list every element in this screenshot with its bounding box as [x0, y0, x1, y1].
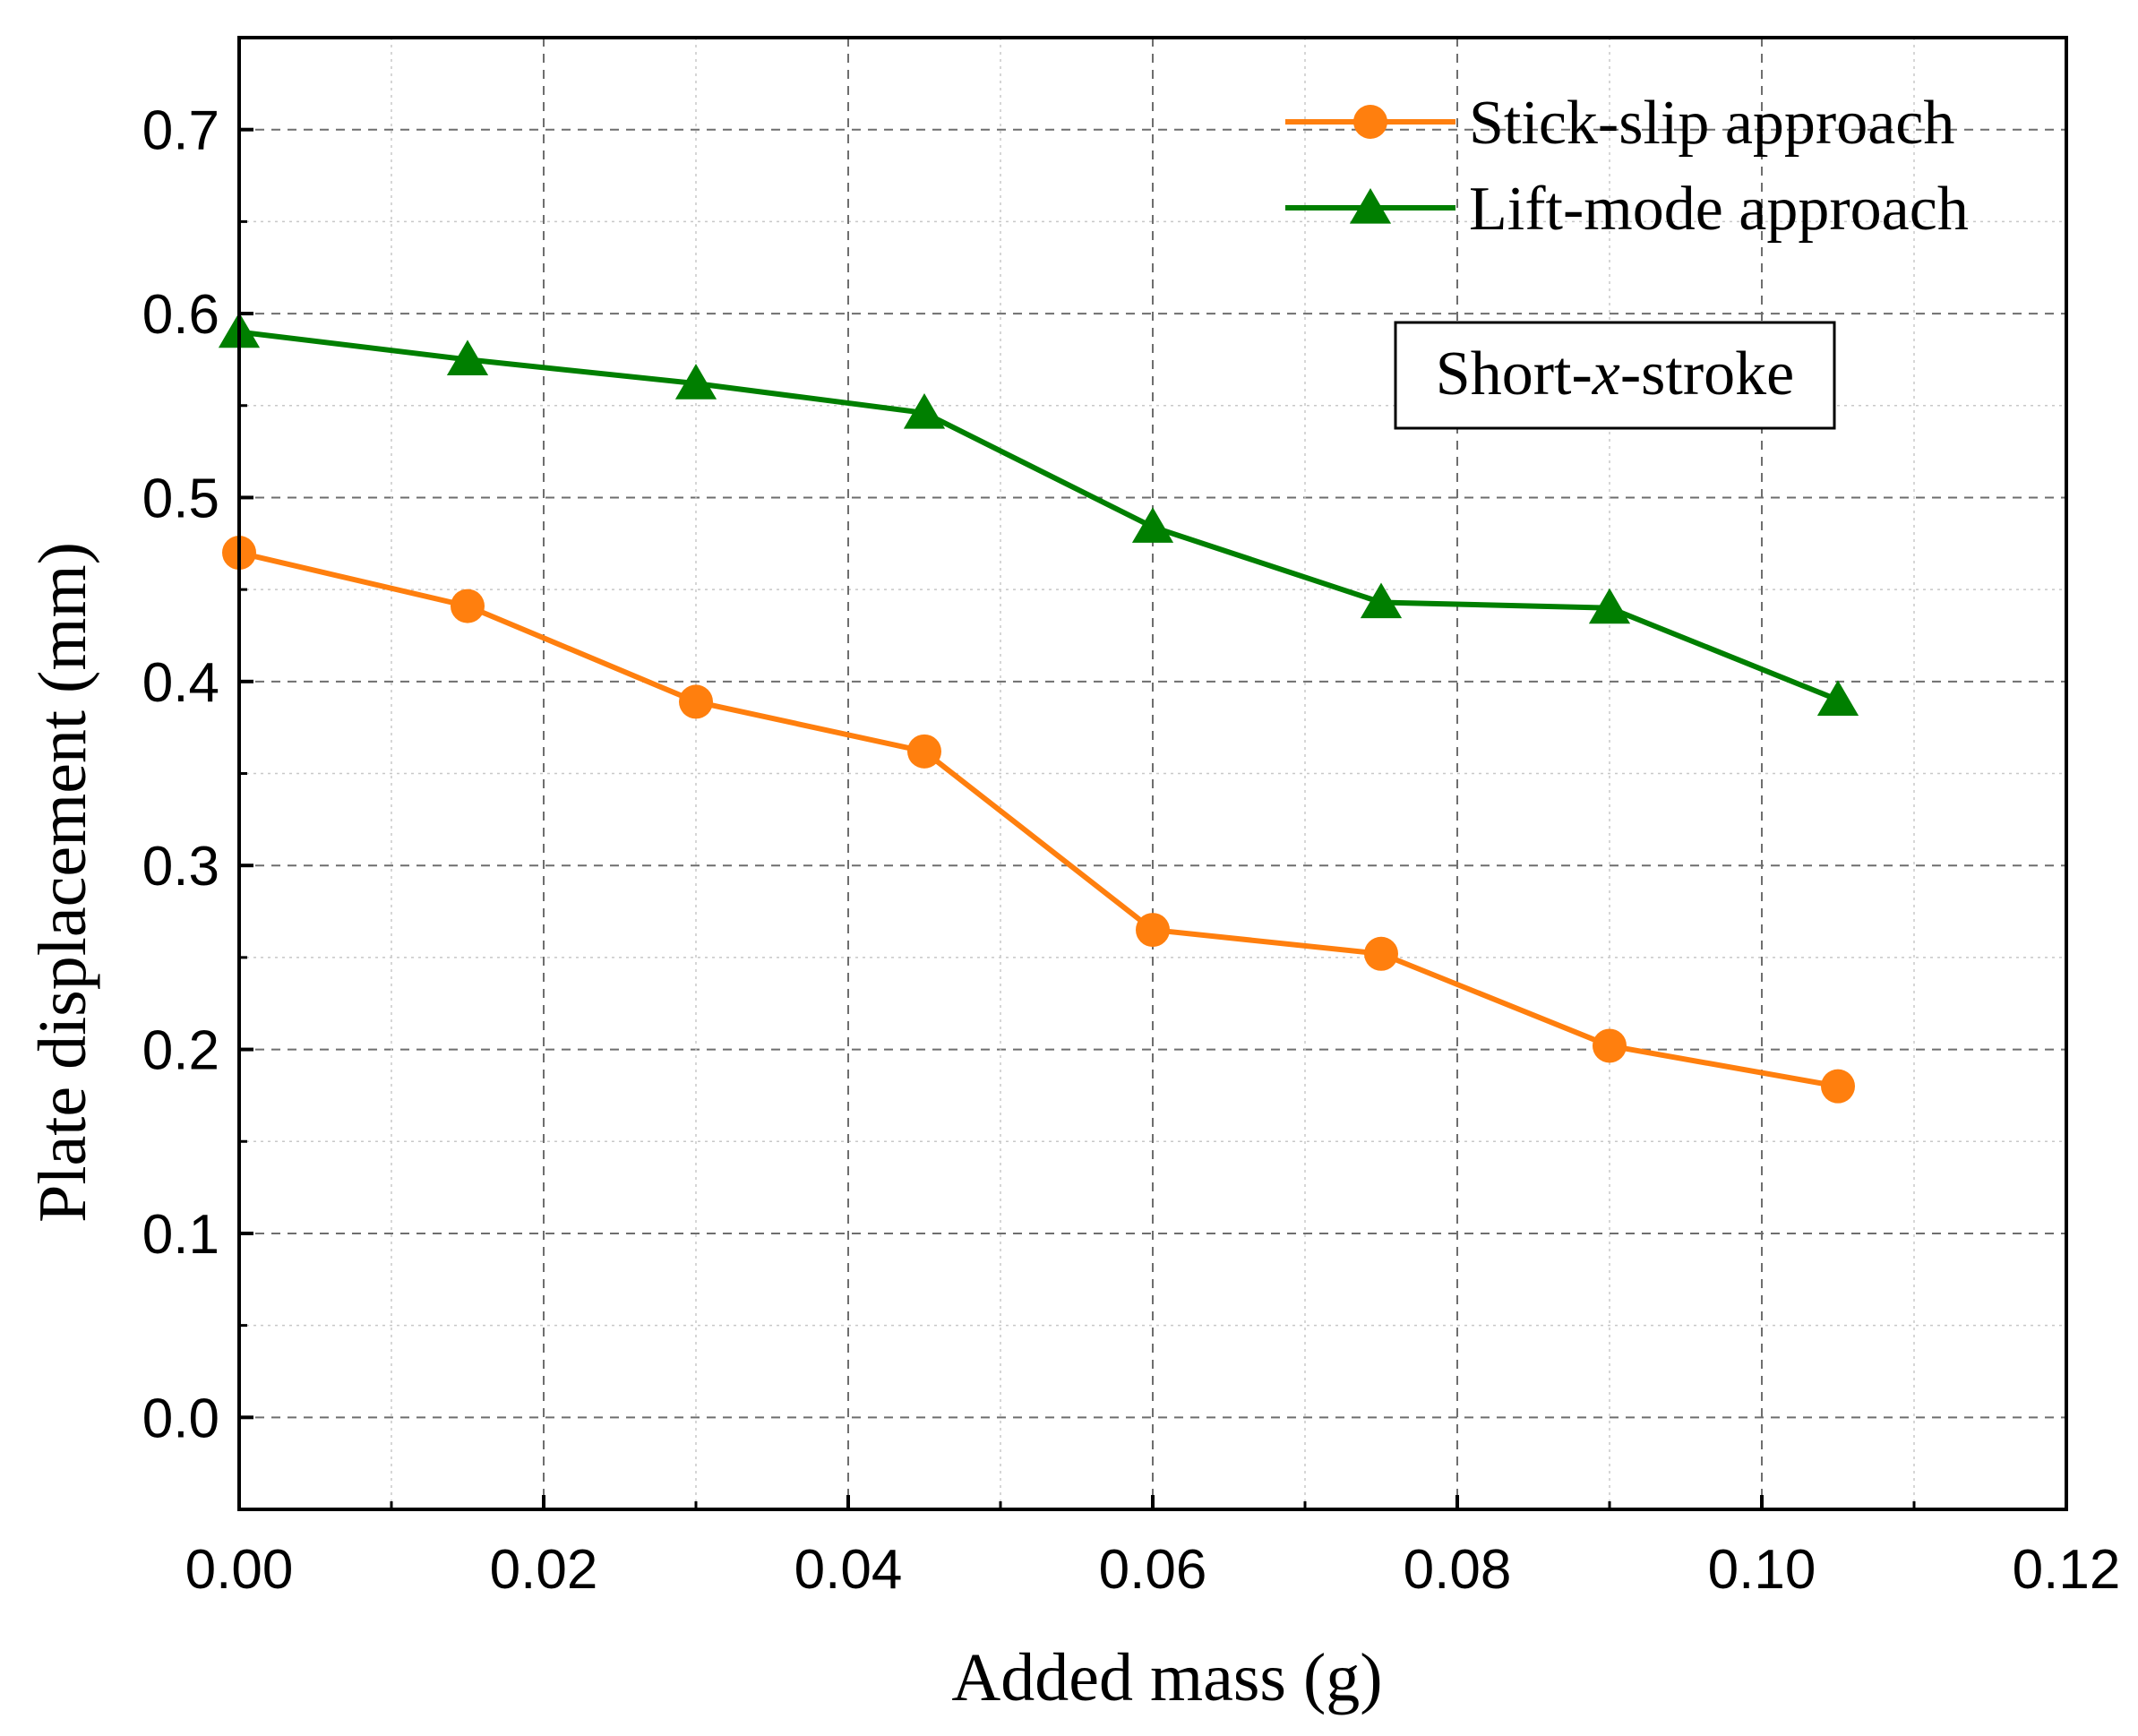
data-point-lift-mode	[1131, 507, 1174, 543]
x-tick-label: 0.10	[1708, 1539, 1816, 1601]
x-tick-label: 0.02	[490, 1539, 598, 1601]
data-point-lift-mode	[1588, 588, 1631, 624]
y-axis-title: Plate displacement (mm)	[25, 542, 100, 1223]
data-point-stick-slip	[679, 684, 713, 719]
y-tick-label: 0.1	[142, 1204, 219, 1266]
y-tick-label: 0.0	[142, 1388, 219, 1449]
annotation-box: Short-x-stroke	[1394, 321, 1836, 430]
data-point-stick-slip	[451, 589, 485, 623]
annotation-italic: x	[1592, 339, 1620, 408]
annotation-prefix: Short-	[1436, 339, 1593, 408]
data-point-lift-mode	[674, 364, 717, 400]
series-line-stick-slip	[238, 550, 1839, 1089]
legend-label-lift-mode: Lift-mode approach	[1469, 175, 1969, 244]
series-line-lift-mode	[238, 329, 1840, 703]
data-point-stick-slip	[1593, 1028, 1627, 1063]
data-point-lift-mode	[1816, 680, 1859, 716]
annotation-suffix: -stroke	[1620, 339, 1794, 408]
data-point-lift-mode	[446, 339, 489, 376]
x-tick-label: 0.12	[2013, 1539, 2121, 1601]
y-tick-label: 0.3	[142, 836, 219, 898]
y-tick-label: 0.7	[142, 100, 219, 162]
y-tick-label: 0.6	[142, 284, 219, 346]
x-tick-label: 0.00	[185, 1539, 294, 1601]
data-point-stick-slip	[1364, 936, 1398, 971]
x-tick-label: 0.04	[794, 1539, 903, 1601]
y-tick-label: 0.4	[142, 652, 219, 714]
annotation-frame	[1394, 321, 1836, 430]
legend: Stick-slip approach Lift-mode approach	[1285, 89, 1969, 244]
data-point-lift-mode	[1360, 582, 1403, 619]
data-point-stick-slip	[1821, 1069, 1855, 1104]
data-point-lift-mode	[903, 392, 946, 429]
annotation-label: Short-x-stroke	[1436, 339, 1794, 408]
legend-marker-lift-mode	[1349, 188, 1392, 224]
data-point-stick-slip	[1136, 913, 1170, 948]
x-tick-label: 0.08	[1404, 1539, 1512, 1601]
data-point-stick-slip	[907, 734, 941, 769]
axes: 0.0 0.1 0.2 0.3 0.4 0.5 0.6 0.7 0.00 0.02 0.04 0.06…	[142, 36, 2121, 1601]
legend-marker-stick-slip	[1353, 105, 1387, 139]
legend-label-stick-slip: Stick-slip approach	[1469, 89, 1954, 158]
y-tick-label: 0.2	[142, 1020, 219, 1082]
y-tick-label: 0.5	[142, 468, 219, 529]
x-tick-label: 0.06	[1099, 1539, 1207, 1601]
x-axis-title: Added mass (g)	[951, 1640, 1382, 1715]
